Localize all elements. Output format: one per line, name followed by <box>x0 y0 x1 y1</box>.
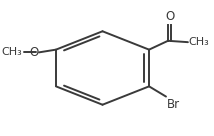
Text: CH₃: CH₃ <box>189 37 210 47</box>
Text: Br: Br <box>166 98 180 111</box>
Text: CH₃: CH₃ <box>1 47 22 57</box>
Text: O: O <box>29 46 39 59</box>
Text: O: O <box>165 10 174 23</box>
